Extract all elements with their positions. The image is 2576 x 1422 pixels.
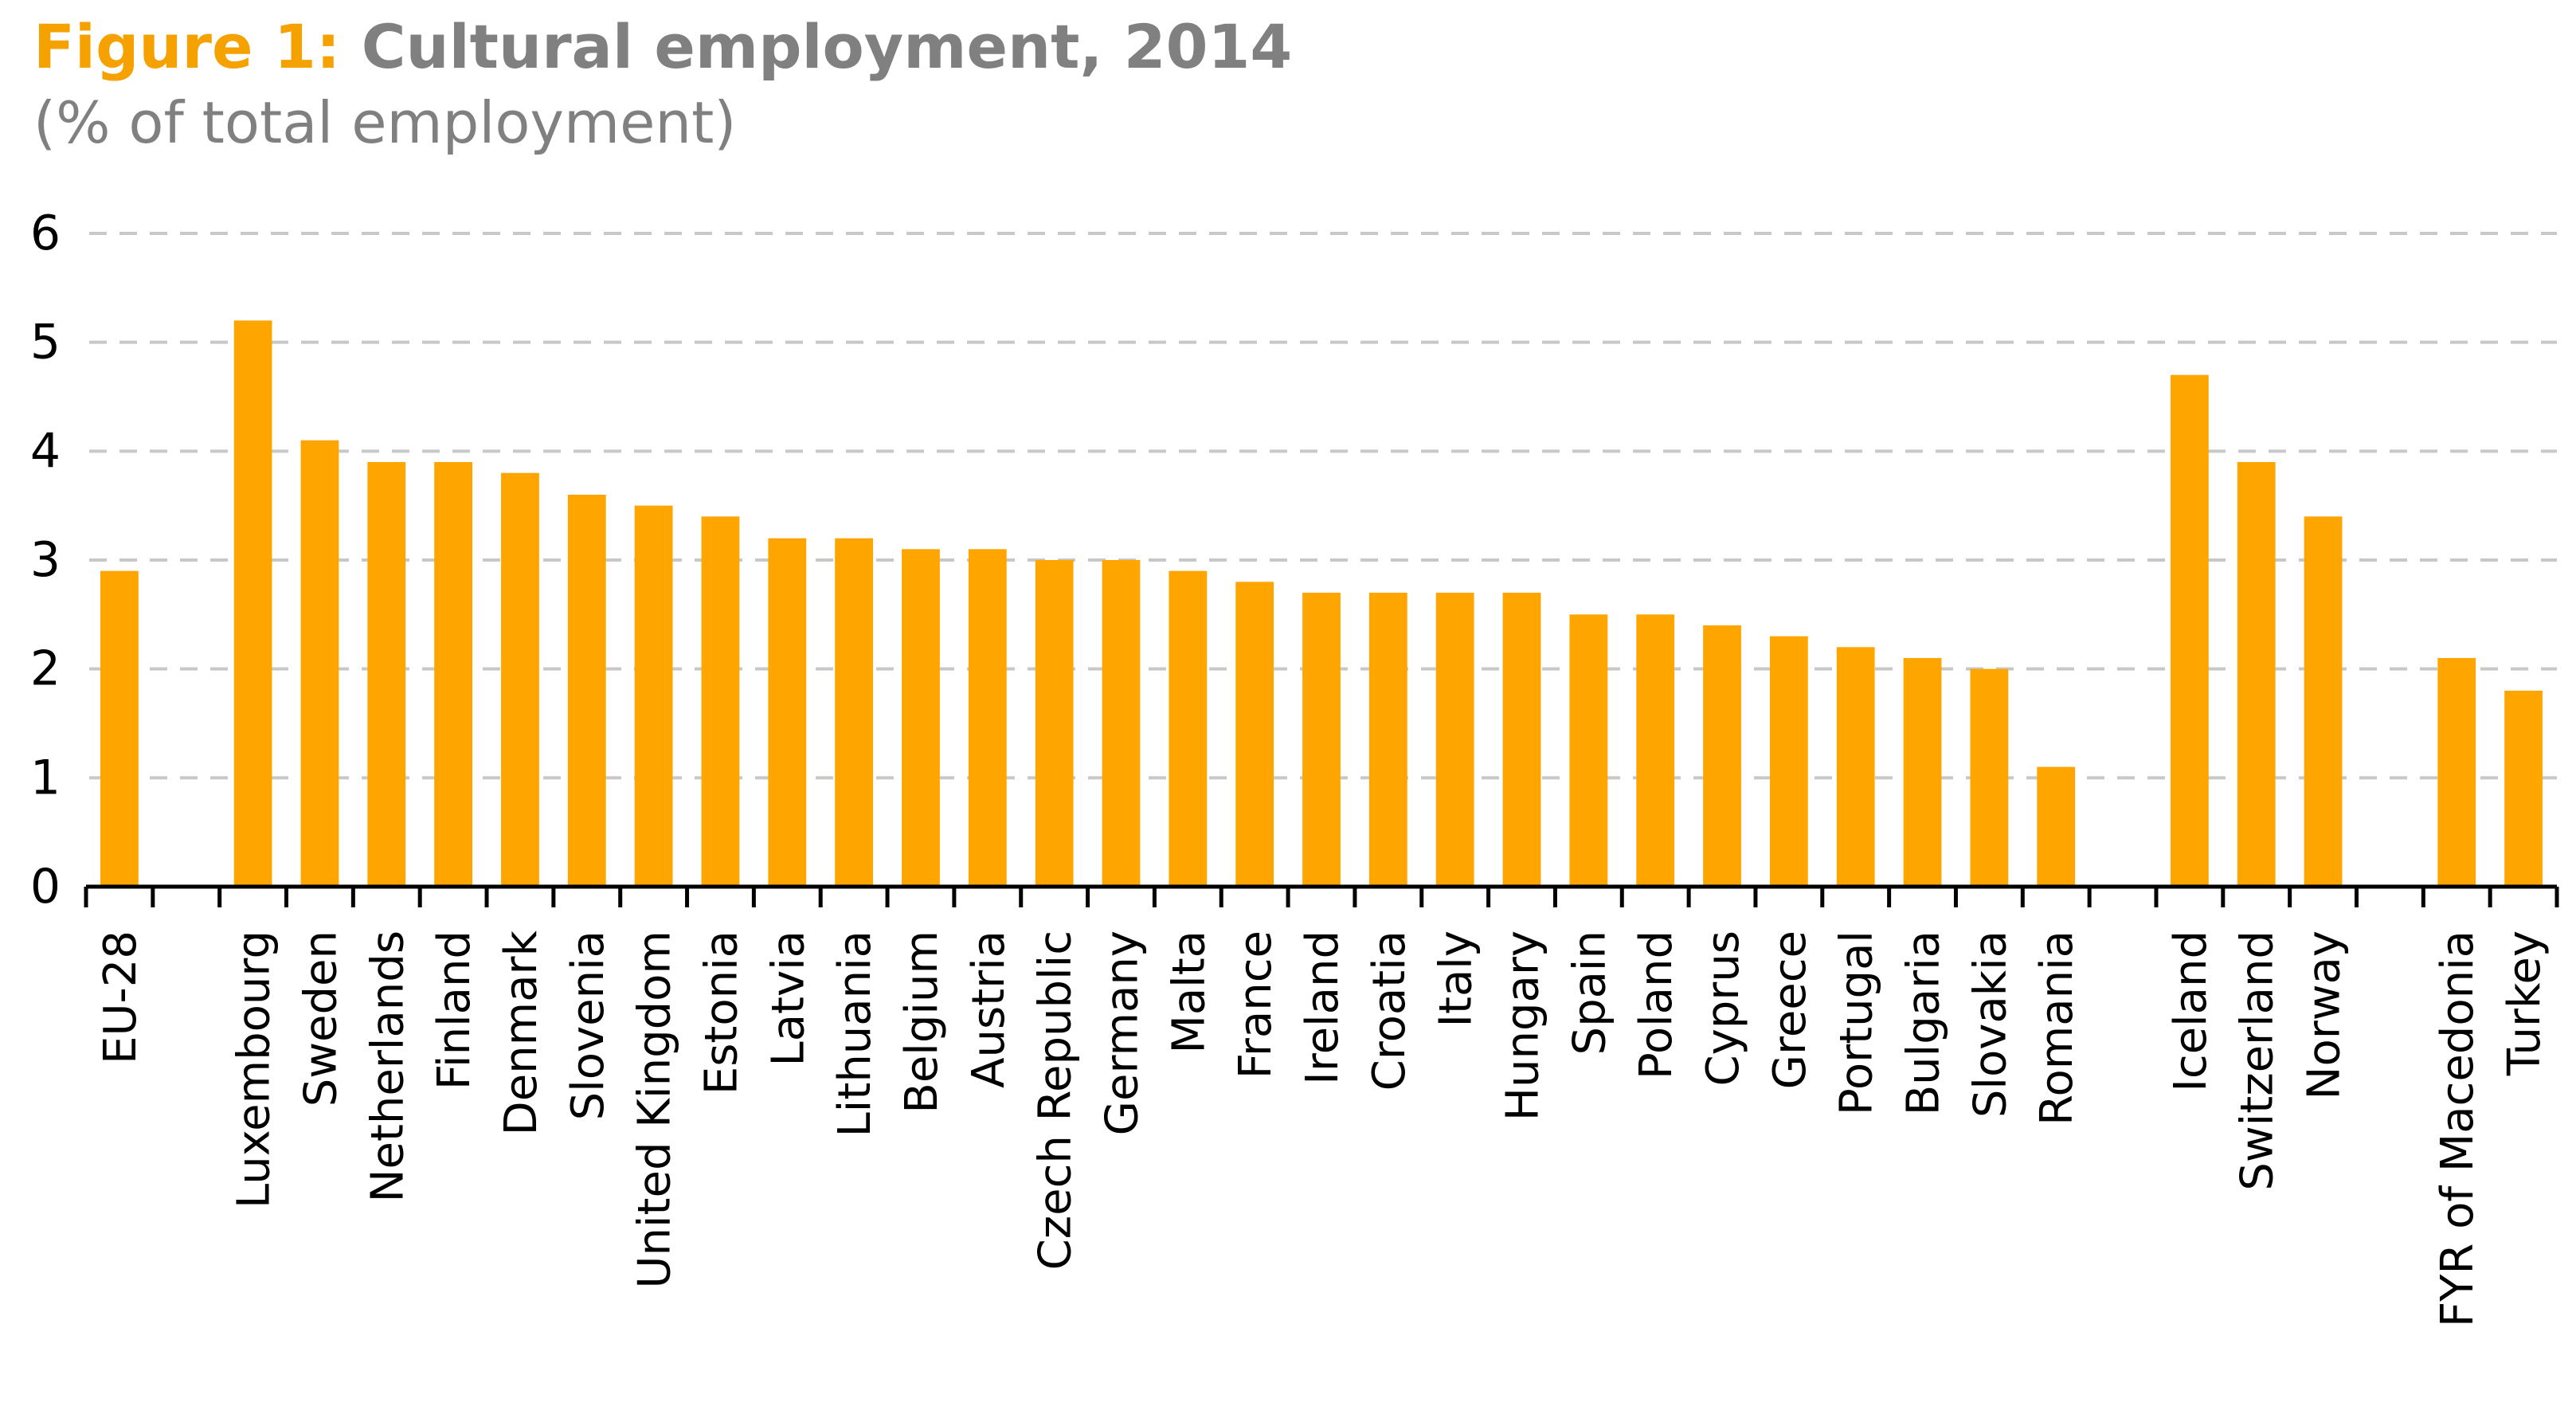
x-tick-label: Sweden <box>295 930 346 1107</box>
x-tick-label: Malta <box>1163 930 1215 1053</box>
x-tick-label: Romania <box>2031 930 2083 1126</box>
title-text: Cultural employment, 2014 <box>361 11 1293 82</box>
bar <box>2437 658 2476 887</box>
x-tick-label: France <box>1230 930 1282 1079</box>
x-tick-label: Greece <box>1764 930 1816 1089</box>
figure-label: Figure 1: <box>33 11 341 82</box>
bar <box>1769 636 1808 887</box>
x-tick-label: Lithuania <box>829 930 881 1137</box>
bar <box>1703 625 1741 887</box>
y-tick-label: 6 <box>30 206 61 261</box>
bar <box>1035 560 1074 887</box>
y-tick-label: 5 <box>30 315 61 370</box>
bar <box>1970 668 2009 887</box>
x-tick-label: Slovenia <box>562 930 614 1120</box>
x-tick-label: EU-28 <box>95 930 147 1064</box>
bar <box>1302 593 1341 887</box>
x-tick-label: Croatia <box>1364 930 1415 1091</box>
x-tick-label: Poland <box>1631 930 1682 1079</box>
bar <box>2504 691 2543 887</box>
y-tick-label: 4 <box>30 423 61 479</box>
bar <box>2237 462 2276 887</box>
x-tick-label: Portugal <box>1831 930 1883 1115</box>
x-tick-label: FYR of Macedonia <box>2432 930 2484 1327</box>
x-tick-label: Finland <box>429 930 480 1090</box>
bar <box>1435 593 1474 887</box>
bar <box>968 549 1007 887</box>
y-tick-label: 3 <box>30 532 61 588</box>
x-tick-label: Czech Republic <box>1030 930 1082 1270</box>
x-tick-label: Netherlands <box>362 930 413 1202</box>
bar <box>567 495 606 887</box>
chart-subtitle: (% of total employment) <box>33 89 737 156</box>
x-tick-label: Spain <box>1564 930 1615 1055</box>
bar <box>701 516 740 887</box>
bar <box>634 505 673 887</box>
bar <box>1368 593 1407 887</box>
x-tick-label: Norway <box>2299 930 2351 1099</box>
bar <box>768 538 807 887</box>
bar <box>902 549 940 887</box>
x-tick-label: Italy <box>1431 930 1482 1028</box>
x-tick-label: Germany <box>1096 930 1148 1135</box>
bar <box>501 472 539 887</box>
x-tick-label: Austria <box>963 930 1015 1088</box>
bar <box>233 320 272 887</box>
bar <box>1903 658 1942 887</box>
x-tick-label: Estonia <box>695 930 747 1095</box>
bar <box>1636 614 1675 887</box>
bar <box>1169 570 1208 887</box>
bar <box>434 462 473 887</box>
bar <box>1502 593 1541 887</box>
bar <box>1569 614 1608 887</box>
x-tick-label: Latvia <box>762 930 814 1067</box>
x-tick-label: Belgium <box>896 930 948 1114</box>
y-tick-label: 2 <box>30 641 61 697</box>
bar <box>367 462 406 887</box>
bar <box>300 440 339 887</box>
bar <box>1235 582 1274 887</box>
bar <box>2037 766 2076 887</box>
x-tick-label: Switzerland <box>2232 930 2284 1191</box>
chart-title: Figure 1: Cultural employment, 2014 <box>33 11 1292 82</box>
x-tick-label: Cyprus <box>1697 930 1749 1086</box>
x-tick-label: Iceland <box>2165 930 2217 1092</box>
bar <box>100 570 139 887</box>
x-tick-label: Slovakia <box>1964 930 2016 1118</box>
bar <box>1102 560 1141 887</box>
x-tick-label: Denmark <box>495 930 547 1135</box>
bar <box>2304 516 2343 887</box>
x-tick-label: Hungary <box>1497 930 1549 1121</box>
bar <box>835 538 874 887</box>
y-tick-label: 1 <box>30 750 61 805</box>
bar <box>2170 374 2209 887</box>
y-tick-label: 0 <box>30 859 61 915</box>
x-tick-label: Luxembourg <box>229 930 280 1209</box>
x-tick-label: Ireland <box>1297 930 1349 1085</box>
x-tick-label: Turkey <box>2499 930 2551 1076</box>
x-tick-label: United Kingdom <box>629 930 681 1288</box>
bar <box>1836 647 1875 887</box>
x-tick-label: Bulgaria <box>1898 930 1950 1115</box>
